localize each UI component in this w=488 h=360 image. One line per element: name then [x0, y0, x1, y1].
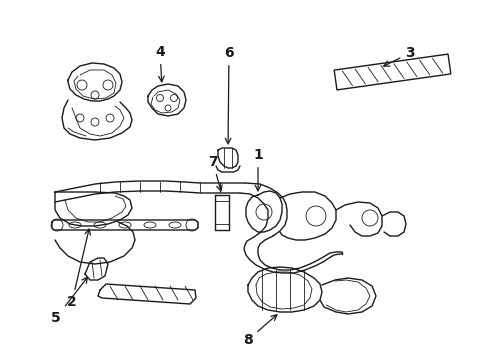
- Text: 5: 5: [51, 277, 87, 325]
- Text: 4: 4: [155, 45, 164, 82]
- Text: 3: 3: [383, 46, 414, 66]
- Text: 6: 6: [224, 46, 233, 144]
- Text: 1: 1: [253, 148, 263, 191]
- Text: 8: 8: [243, 315, 276, 347]
- Text: 2: 2: [67, 229, 90, 309]
- Text: 7: 7: [208, 155, 222, 191]
